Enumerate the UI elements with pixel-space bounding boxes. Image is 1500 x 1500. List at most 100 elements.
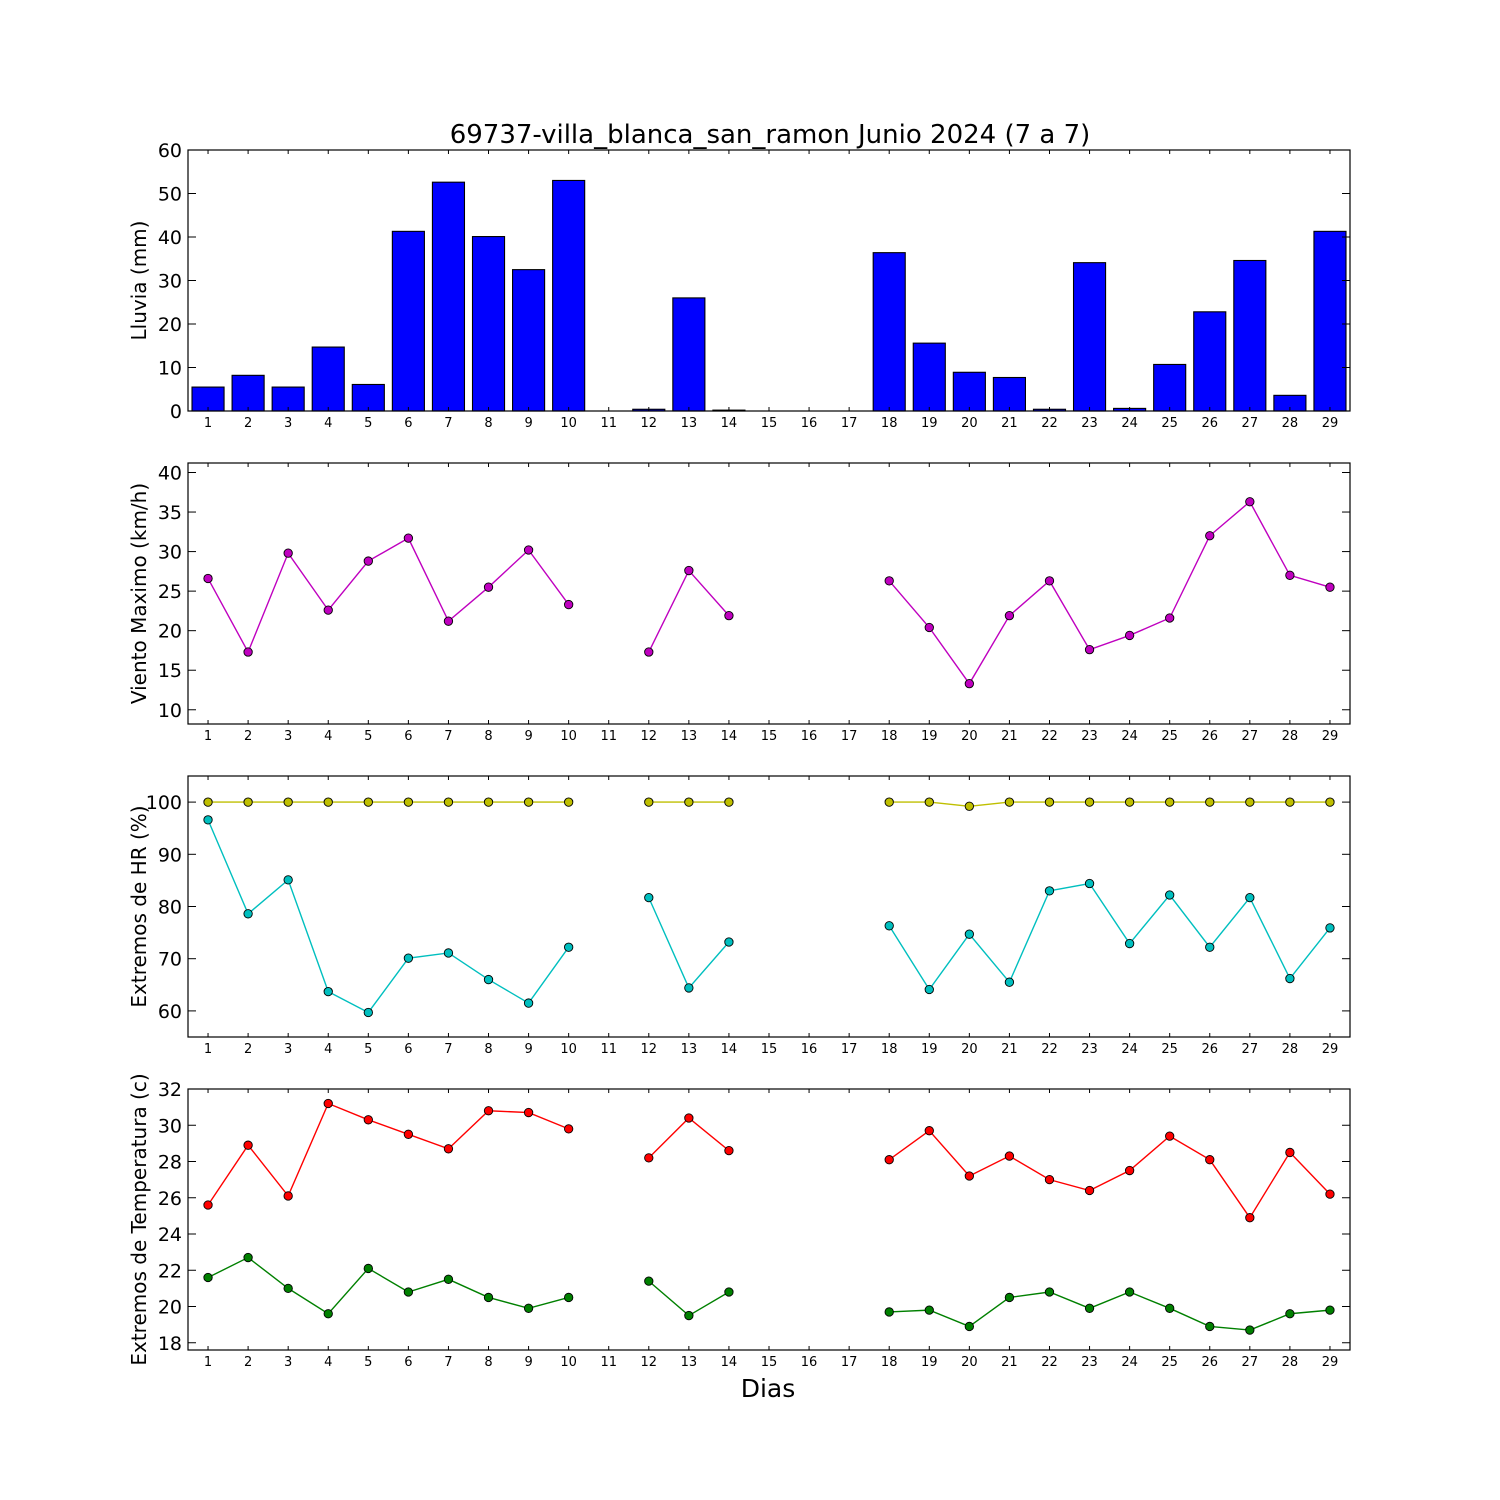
data-point	[1245, 1213, 1255, 1223]
data-point	[403, 953, 414, 963]
x-tick-label: 28	[1282, 1042, 1299, 1057]
data-point	[483, 1292, 494, 1303]
x-tick-label: 29	[1322, 729, 1339, 744]
x-tick-label: 28	[1282, 729, 1299, 744]
x-tick-label: 3	[284, 1042, 292, 1057]
x-tick-label: 27	[1242, 416, 1259, 431]
y-tick-label: 10	[158, 358, 182, 380]
x-tick-label: 21	[1001, 729, 1018, 744]
data-point	[363, 1007, 373, 1018]
data-point	[483, 1106, 494, 1116]
data-point	[724, 937, 734, 947]
bar	[952, 371, 986, 412]
x-tick-label: 6	[404, 1042, 412, 1057]
data-point	[283, 1191, 293, 1201]
x-tick-label: 19	[921, 1355, 938, 1370]
data-point	[1044, 1174, 1055, 1185]
data-point	[1004, 611, 1015, 621]
x-tick-label: 20	[961, 729, 978, 744]
y-axis-label: Viento Maximo (km/h)	[127, 483, 151, 704]
data-point	[924, 1305, 934, 1315]
data-point	[644, 647, 654, 657]
data-point	[1285, 1309, 1295, 1319]
x-tick-label: 4	[324, 729, 332, 744]
x-tick-label: 6	[404, 729, 412, 744]
data-point	[1285, 1147, 1295, 1158]
bar	[1193, 311, 1227, 412]
data-point	[924, 1126, 934, 1136]
x-tick-label: 9	[524, 416, 532, 431]
x-tick-label: 5	[364, 729, 372, 744]
data-point	[964, 1321, 974, 1332]
x-tick-label: 19	[921, 1042, 938, 1057]
bar	[872, 252, 906, 412]
x-tick-label: 11	[600, 416, 617, 431]
data-point	[243, 797, 253, 807]
x-tick-label: 24	[1121, 1042, 1138, 1057]
x-tick-label: 12	[641, 416, 658, 431]
data-point	[1205, 1321, 1215, 1332]
x-tick-label: 8	[484, 729, 492, 744]
data-point	[283, 1283, 293, 1294]
y-tick-label: 50	[158, 184, 182, 206]
x-tick-label: 16	[801, 729, 818, 744]
x-tick-label: 2	[244, 729, 252, 744]
data-point	[1205, 942, 1215, 952]
data-point	[964, 679, 974, 689]
x-tick-label: 17	[841, 729, 858, 744]
x-tick-label: 15	[761, 416, 778, 431]
x-tick-label: 17	[841, 1355, 858, 1370]
data-point	[323, 1098, 333, 1109]
bar	[231, 374, 265, 412]
x-tick-label: 17	[841, 416, 858, 431]
x-tick-label: 15	[761, 1355, 778, 1370]
series-line	[648, 1117, 730, 1159]
x-tick-label: 6	[404, 416, 412, 431]
x-tick-label: 18	[881, 1042, 898, 1057]
x-tick-label: 14	[721, 1042, 738, 1057]
data-point	[283, 797, 293, 807]
data-point	[684, 1310, 694, 1321]
bar	[1072, 262, 1107, 412]
x-tick-label: 7	[444, 1355, 452, 1370]
data-point	[884, 1155, 894, 1165]
x-tick-label: 18	[881, 1355, 898, 1370]
data-point	[684, 1113, 694, 1123]
data-point	[403, 797, 414, 807]
data-point	[443, 948, 454, 958]
y-tick-label: 90	[158, 844, 182, 866]
y-axis-label: Extremos de Temperatura (c)	[127, 1073, 151, 1365]
y-axis-label: Extremos de HR (%)	[127, 805, 151, 1007]
x-tick-label: 4	[324, 1355, 332, 1370]
data-point	[363, 1115, 373, 1125]
data-point	[924, 797, 934, 807]
x-axis-label: Dias	[741, 1374, 796, 1403]
y-tick-label: 18	[158, 1333, 182, 1355]
x-tick-label: 22	[1041, 416, 1058, 431]
x-tick-label: 19	[921, 416, 938, 431]
data-point	[644, 892, 654, 903]
data-point	[523, 1303, 534, 1313]
data-point	[684, 797, 694, 807]
series-line	[888, 500, 1331, 685]
y-tick-label: 22	[158, 1260, 182, 1282]
x-tick-label: 29	[1322, 1355, 1339, 1370]
x-tick-label: 16	[801, 1355, 818, 1370]
data-point	[964, 1171, 974, 1181]
y-tick-label: 20	[158, 314, 182, 336]
series-line	[888, 882, 1331, 991]
data-point	[564, 1124, 574, 1134]
chart-title: 69737-villa_blanca_san_ramon Junio 2024 …	[450, 120, 1091, 150]
x-tick-label: 9	[524, 1042, 532, 1057]
x-tick-label: 2	[244, 1355, 252, 1370]
y-tick-label: 80	[158, 897, 182, 919]
x-tick-label: 29	[1322, 416, 1339, 431]
x-tick-label: 27	[1242, 1042, 1259, 1057]
y-tick-label: 26	[158, 1188, 182, 1210]
data-point	[1124, 630, 1135, 641]
data-point	[403, 533, 414, 543]
data-point	[1004, 1151, 1015, 1161]
data-point	[564, 942, 574, 952]
